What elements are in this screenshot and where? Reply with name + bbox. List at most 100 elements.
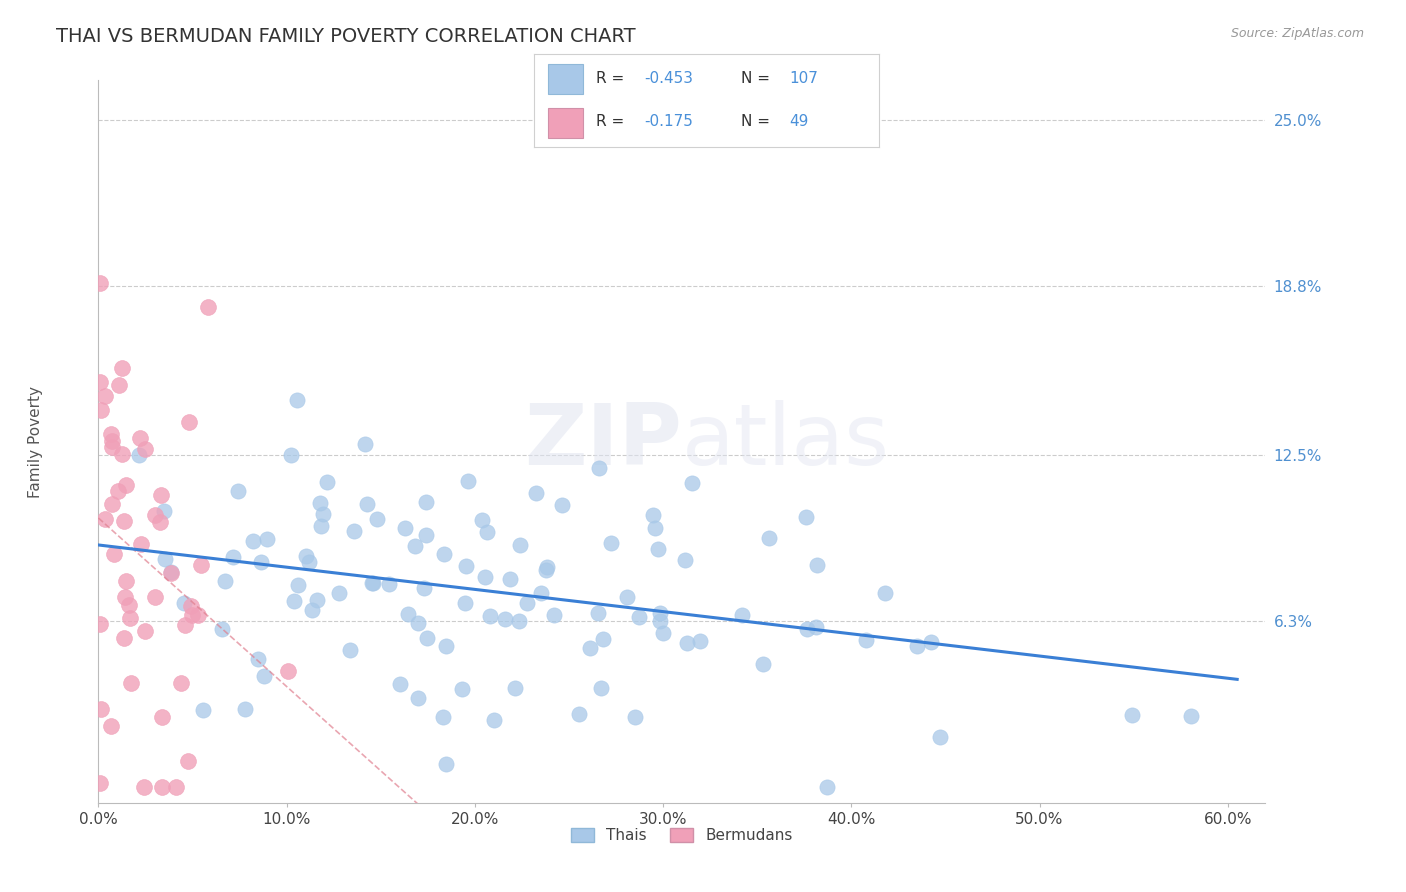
Bar (548, 64, 582, 94)
Point (94, 389, 117, 403)
Point (928, 730, 950, 744)
Point (398, 607, 420, 621)
Point (796, 622, 818, 636)
Point (170, 676, 193, 690)
Point (118, 611, 141, 625)
Point (416, 631, 439, 645)
Point (650, 614, 672, 628)
Point (115, 478, 138, 492)
Point (143, 508, 166, 522)
Point (543, 608, 565, 623)
Point (103, 547, 125, 561)
Point (134, 780, 156, 794)
Point (153, 504, 176, 518)
Point (404, 539, 426, 553)
Point (454, 596, 477, 610)
Point (415, 495, 437, 509)
Point (143, 590, 166, 604)
Point (456, 558, 478, 573)
Point (536, 560, 558, 574)
Point (588, 460, 610, 475)
Point (434, 640, 457, 654)
Point (806, 558, 828, 573)
Point (285, 392, 308, 407)
Point (648, 606, 671, 620)
Text: Source: ZipAtlas.com: Source: ZipAtlas.com (1230, 27, 1364, 40)
Point (90, 702, 112, 716)
Text: 49: 49 (789, 114, 808, 129)
Point (211, 622, 233, 636)
Point (516, 596, 538, 610)
Point (179, 415, 201, 429)
Point (308, 496, 330, 510)
Point (356, 497, 378, 511)
Point (283, 594, 305, 608)
Point (150, 709, 173, 723)
Point (647, 541, 669, 556)
Point (226, 484, 249, 499)
Point (530, 585, 553, 599)
Text: R =: R = (596, 71, 630, 87)
Point (794, 509, 817, 524)
Point (499, 572, 522, 586)
Point (474, 570, 496, 584)
Point (150, 488, 173, 502)
Point (432, 710, 454, 724)
Text: R =: R = (596, 114, 630, 129)
Point (134, 442, 156, 457)
Point (471, 513, 494, 527)
Point (415, 527, 437, 541)
Point (174, 618, 197, 632)
Point (681, 476, 703, 491)
Point (361, 575, 384, 590)
Point (101, 497, 124, 511)
Point (343, 524, 366, 538)
Point (101, 434, 124, 449)
Point (758, 531, 780, 545)
Point (1121, 708, 1143, 723)
Point (579, 640, 602, 655)
Text: 107: 107 (789, 71, 818, 87)
Point (249, 555, 271, 569)
Point (173, 595, 195, 609)
Point (280, 448, 302, 462)
Point (316, 475, 339, 489)
Point (804, 620, 827, 634)
Point (628, 610, 651, 624)
Point (366, 512, 388, 526)
Point (165, 780, 187, 794)
Point (100, 718, 122, 732)
Point (242, 533, 264, 548)
Point (214, 574, 236, 589)
Point (94, 512, 117, 526)
Point (153, 552, 176, 566)
Point (354, 437, 377, 451)
Point (253, 669, 276, 683)
Point (412, 581, 434, 595)
Point (149, 515, 172, 529)
Point (312, 507, 335, 521)
Point (475, 525, 498, 540)
Point (233, 702, 256, 716)
Point (644, 521, 666, 535)
Legend: Thais, Bermudans: Thais, Bermudans (565, 822, 799, 849)
Point (432, 547, 454, 561)
Point (129, 537, 152, 551)
Point (287, 578, 309, 592)
Point (482, 713, 505, 727)
Point (394, 520, 416, 534)
Point (363, 576, 385, 591)
Point (676, 636, 699, 650)
Point (509, 538, 531, 552)
Point (689, 634, 711, 648)
Point (128, 448, 150, 462)
Point (592, 632, 614, 647)
Point (616, 591, 638, 605)
Point (494, 612, 516, 626)
Point (89, 375, 111, 389)
Point (377, 577, 399, 591)
Point (89, 776, 111, 790)
Point (551, 498, 574, 512)
Text: -0.453: -0.453 (644, 71, 693, 87)
Point (160, 565, 183, 579)
